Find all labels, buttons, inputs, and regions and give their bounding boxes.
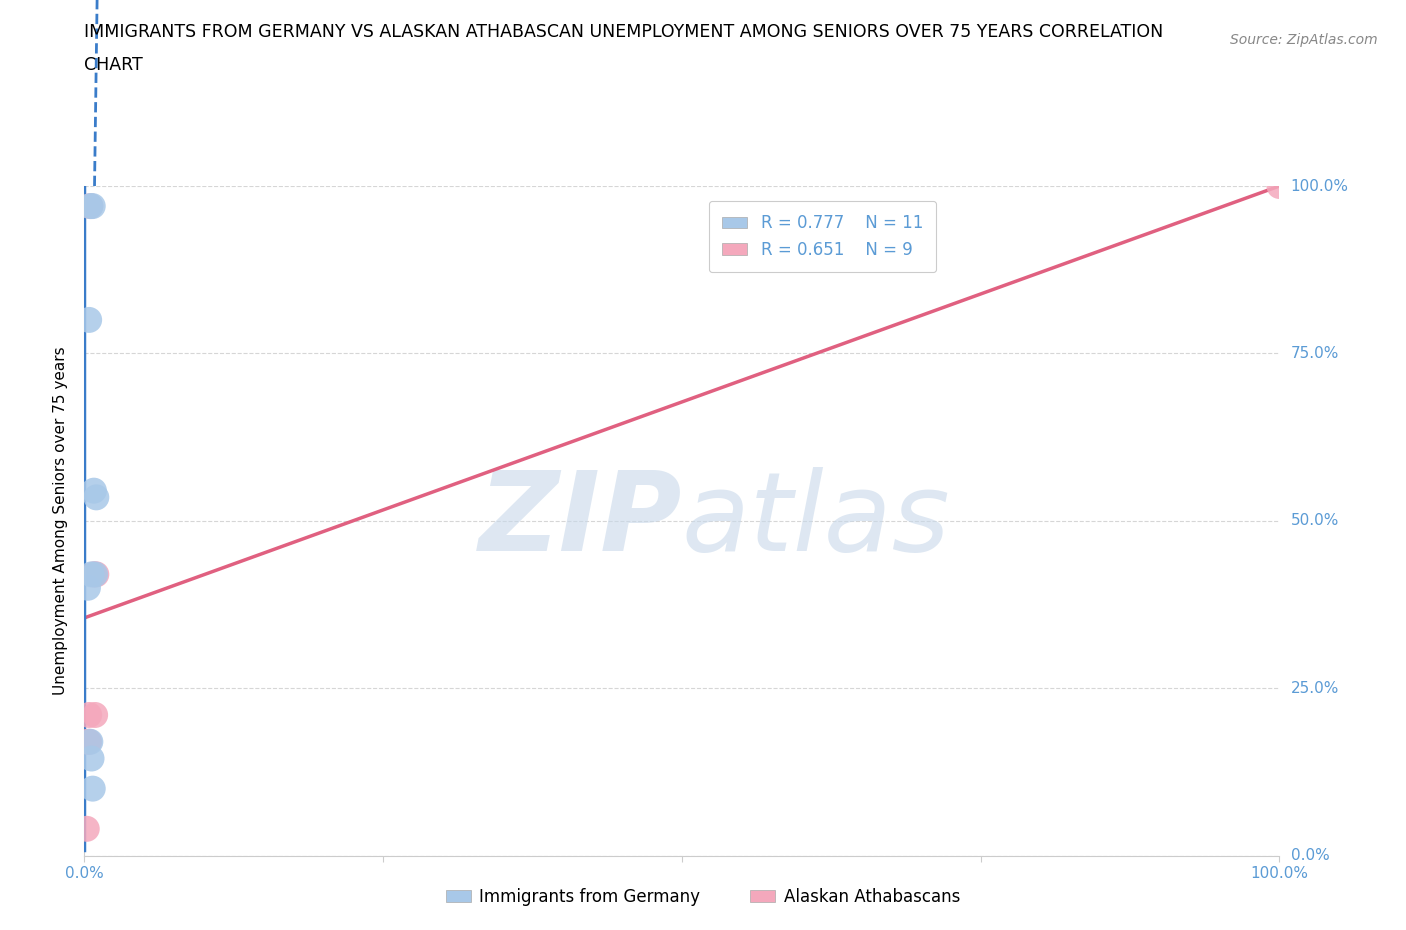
Point [77, 735, 100, 750]
Point [82, 781, 104, 796]
Point [82, 199, 104, 214]
Point [83, 484, 105, 498]
Legend: Immigrants from Germany, Alaskan Athabascans: Immigrants from Germany, Alaskan Athabas… [439, 881, 967, 912]
Point [83, 567, 105, 582]
Point [84, 490, 107, 505]
Point [80, 751, 103, 766]
Point [76, 821, 98, 836]
Point [80, 567, 103, 582]
Point [84, 567, 107, 582]
Text: CHART: CHART [84, 56, 143, 73]
Point [1268, 179, 1291, 193]
Text: ZIP: ZIP [478, 467, 682, 575]
Text: 100.0%: 100.0% [1291, 179, 1348, 193]
Point [77, 708, 100, 723]
Text: 50.0%: 50.0% [1291, 513, 1339, 528]
Point [79, 735, 101, 750]
Text: IMMIGRANTS FROM GERMANY VS ALASKAN ATHABASCAN UNEMPLOYMENT AMONG SENIORS OVER 75: IMMIGRANTS FROM GERMANY VS ALASKAN ATHAB… [84, 23, 1164, 41]
Text: 75.0%: 75.0% [1291, 346, 1339, 361]
Point [84, 567, 107, 582]
Legend: R = 0.777    N = 11, R = 0.651    N = 9: R = 0.777 N = 11, R = 0.651 N = 9 [709, 201, 936, 272]
Text: 0.0%: 0.0% [1291, 848, 1329, 863]
Text: atlas: atlas [682, 467, 950, 575]
Point [77, 735, 100, 750]
Y-axis label: Unemployment Among Seniors over 75 years: Unemployment Among Seniors over 75 years [53, 347, 69, 695]
Point [77, 312, 100, 327]
Text: 25.0%: 25.0% [1291, 681, 1339, 696]
Point [77, 580, 100, 595]
Point [79, 199, 101, 214]
Point [84, 708, 107, 723]
Text: Source: ZipAtlas.com: Source: ZipAtlas.com [1230, 33, 1378, 46]
Point [79, 199, 101, 214]
